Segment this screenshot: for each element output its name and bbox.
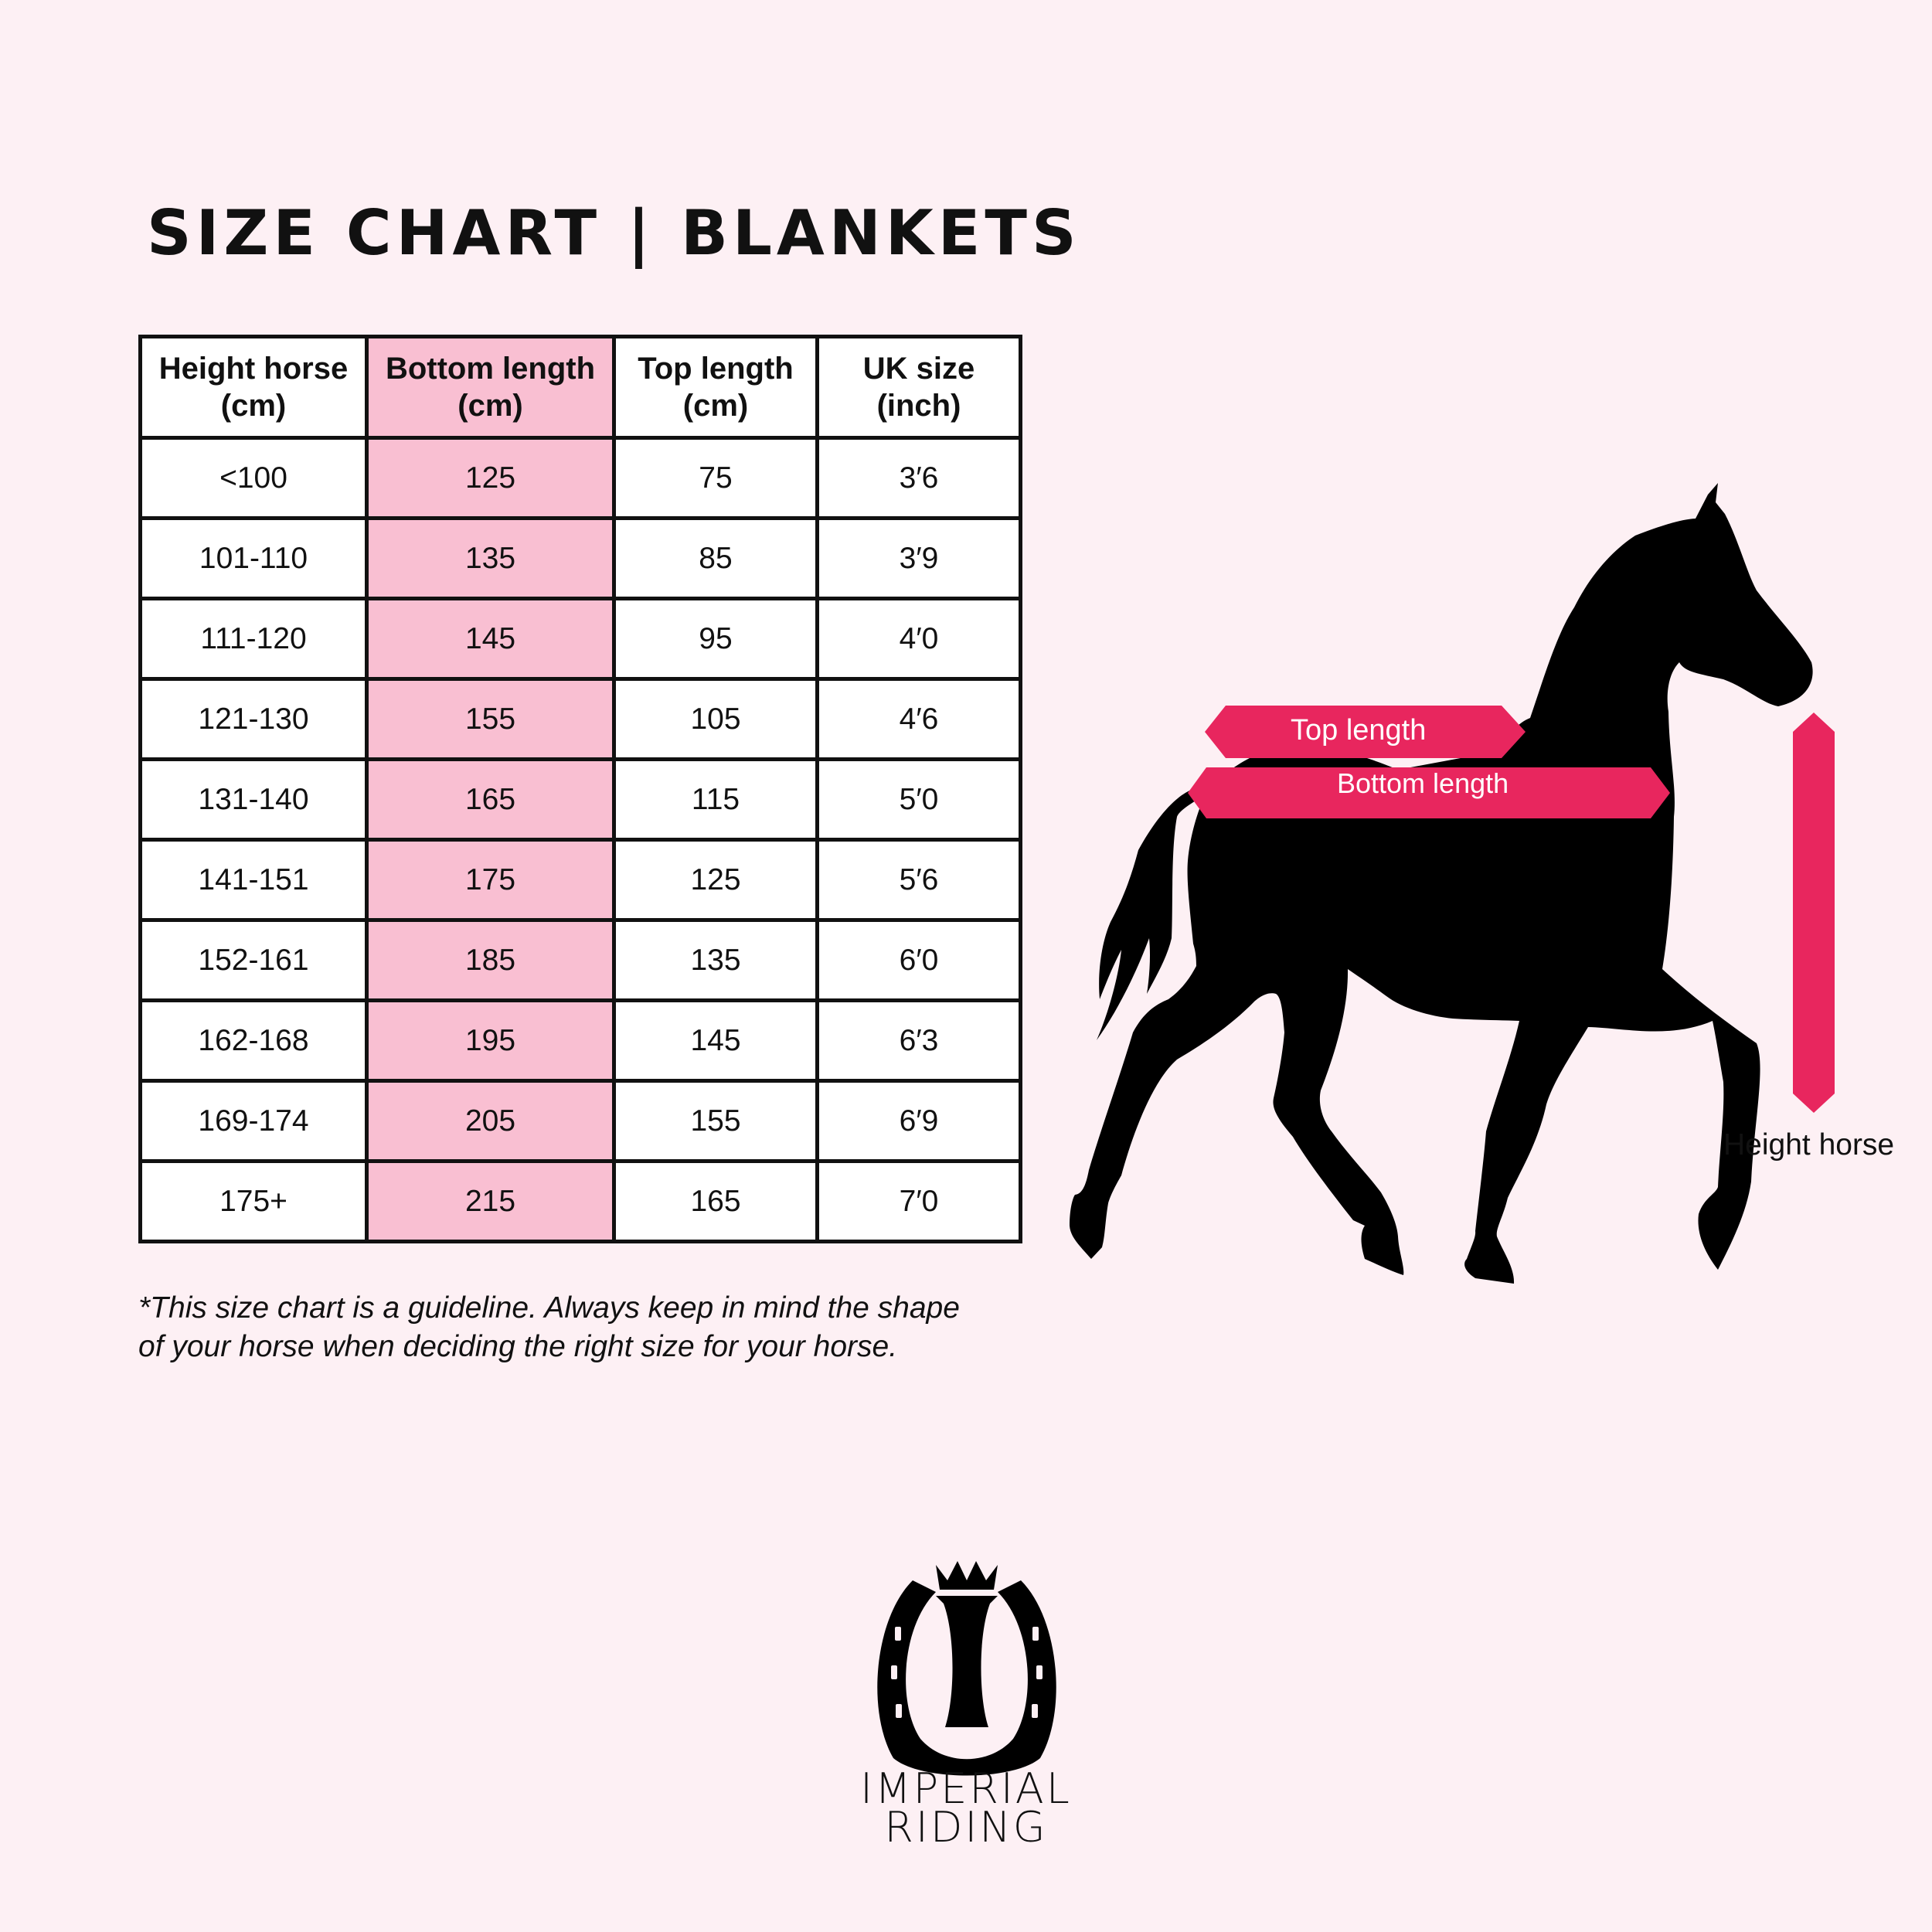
- top-length-cell: 85: [612, 516, 819, 600]
- imperial-riding-logo: [877, 1561, 1056, 1776]
- height-cell: 111-120: [138, 597, 369, 681]
- uk-size-cell: 6′0: [815, 918, 1022, 1002]
- height-cell: 152-161: [138, 918, 369, 1002]
- table-row: 175+ 215 165 7′0: [138, 1159, 1022, 1243]
- top-length-cell: 115: [612, 757, 819, 842]
- bottom-length-arrow: [1188, 767, 1670, 818]
- bottom-length-cell: 215: [365, 1159, 616, 1243]
- guideline-note: *This size chart is a guideline. Always …: [138, 1291, 960, 1363]
- table-header-row: Height horse (cm) Bottom length (cm) Top l…: [138, 335, 1022, 440]
- height-cell: 131-140: [138, 757, 369, 842]
- uk-size-cell: 3′6: [815, 436, 1022, 520]
- uk-size-cell: 6′9: [815, 1079, 1022, 1163]
- table-row: 101-110 135 85 3′9: [138, 516, 1022, 600]
- bottom-length-cell: 165: [365, 757, 616, 842]
- table-row: 131-140 165 115 5′0: [138, 757, 1022, 842]
- height-cell: 162-168: [138, 998, 369, 1083]
- uk-size-cell: 6′3: [815, 998, 1022, 1083]
- height-cell: 121-130: [138, 677, 369, 761]
- horse-silhouette: [1070, 483, 1813, 1284]
- height-cell: <100: [138, 436, 369, 520]
- height-horse-label: Height horse: [1723, 1128, 1895, 1162]
- top-length-cell: 135: [612, 918, 819, 1002]
- bottom-length-cell: 205: [365, 1079, 616, 1163]
- top-length-cell: 165: [612, 1159, 819, 1243]
- table-row: <100 125 75 3′6: [138, 436, 1022, 520]
- table-row: 141-151 175 125 5′6: [138, 838, 1022, 922]
- height-cell: 175+: [138, 1159, 369, 1243]
- height-cell: 101-110: [138, 516, 369, 600]
- bottom-length-cell: 155: [365, 677, 616, 761]
- header-bottom-length: Bottom length (cm): [365, 335, 616, 440]
- top-length-cell: 145: [612, 998, 819, 1083]
- top-length-arrow: [1205, 706, 1526, 758]
- bottom-length-label: Bottom length: [1337, 767, 1509, 799]
- uk-size-cell: 4′0: [815, 597, 1022, 681]
- table-row: 152-161 185 135 6′0: [138, 918, 1022, 1002]
- bottom-length-cell: 125: [365, 436, 616, 520]
- uk-size-cell: 5′0: [815, 757, 1022, 842]
- uk-size-cell: 7′0: [815, 1159, 1022, 1243]
- header-uk-size: UK size (inch): [815, 335, 1022, 440]
- table-row: 169-174 205 155 6′9: [138, 1079, 1022, 1163]
- top-length-cell: 105: [612, 677, 819, 761]
- height-cell: 141-151: [138, 838, 369, 922]
- bottom-length-cell: 145: [365, 597, 616, 681]
- height-cell: 169-174: [138, 1079, 369, 1163]
- page-title: SIZE CHART | BLANKETS: [147, 197, 1081, 269]
- bottom-length-cell: 135: [365, 516, 616, 600]
- bottom-length-cell: 185: [365, 918, 616, 1002]
- table-row: 121-130 155 105 4′6: [138, 677, 1022, 761]
- brand-name: IMPERIAL RIDING: [860, 1764, 1072, 1852]
- table-row: 111-120 145 95 4′0: [138, 597, 1022, 681]
- top-length-cell: 155: [612, 1079, 819, 1163]
- height-arrow: [1793, 713, 1835, 1113]
- bottom-length-cell: 175: [365, 838, 616, 922]
- header-height: Height horse (cm): [138, 335, 369, 440]
- top-length-cell: 125: [612, 838, 819, 922]
- header-top-length: Top length (cm): [612, 335, 819, 440]
- table-row: 162-168 195 145 6′3: [138, 998, 1022, 1083]
- bottom-length-cell: 195: [365, 998, 616, 1083]
- uk-size-cell: 3′9: [815, 516, 1022, 600]
- uk-size-cell: 5′6: [815, 838, 1022, 922]
- top-length-cell: 75: [612, 436, 819, 520]
- uk-size-cell: 4′6: [815, 677, 1022, 761]
- size-table: Height horse (cm) Bottom length (cm) Top l…: [138, 335, 1022, 1243]
- top-length-cell: 95: [612, 597, 819, 681]
- top-length-label: Top length: [1291, 714, 1427, 747]
